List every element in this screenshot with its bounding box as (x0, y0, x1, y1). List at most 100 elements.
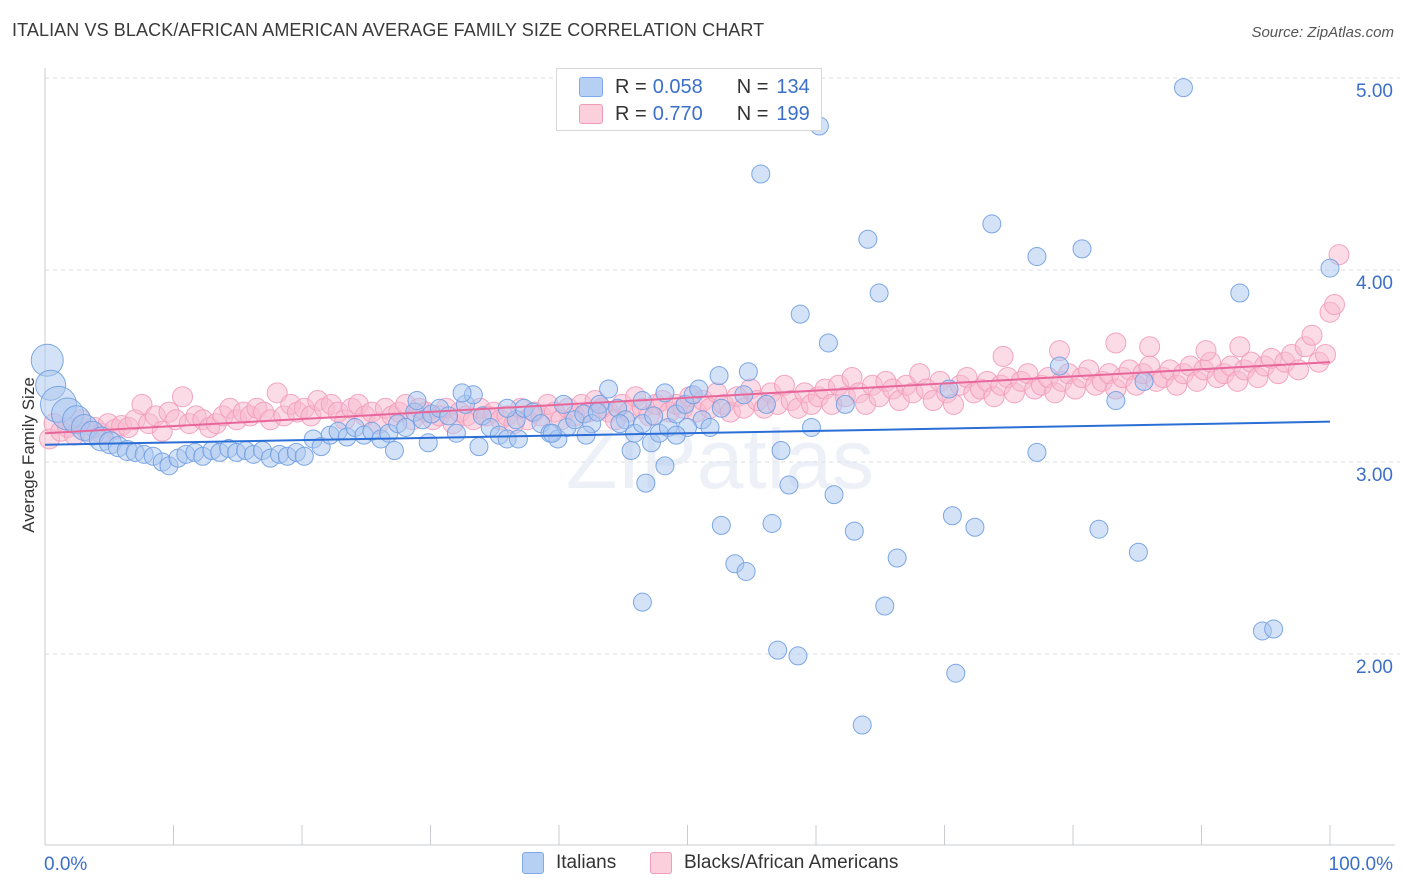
point-italians (788, 646, 808, 666)
point-italians (711, 398, 731, 418)
point-italians (711, 515, 731, 535)
point-italians (396, 417, 416, 437)
point-blacks (172, 386, 194, 408)
legend-r-label: R = (615, 102, 647, 125)
point-italians (469, 437, 489, 457)
legend-r-label: R = (615, 75, 647, 98)
point-italians (689, 379, 709, 399)
x-tick-label: 0.0% (44, 854, 87, 875)
point-italians (599, 379, 619, 399)
point-blacks (131, 393, 153, 415)
point-blacks (1229, 336, 1251, 358)
point-blacks (266, 382, 288, 404)
point-italians (852, 715, 872, 735)
point-italians (610, 414, 630, 434)
point-italians (1072, 239, 1092, 259)
trend-lines (44, 361, 1331, 446)
point-italians (446, 423, 466, 443)
y-tick-label: 2.00 (1356, 657, 1393, 678)
point-italians (1173, 78, 1193, 98)
legend-row-italians: R = 0.058 N = 134 (579, 75, 810, 99)
trend-line-italians (44, 420, 1331, 446)
point-italians (942, 506, 962, 526)
legend-swatch-blacks (579, 104, 603, 124)
bottom-legend-blacks: Blacks/African Americans (650, 852, 898, 874)
point-italians (1128, 542, 1148, 562)
x-tick-label: 100.0% (1329, 854, 1394, 875)
point-italians (738, 362, 758, 382)
point-blacks (1139, 336, 1161, 358)
point-italians (508, 429, 528, 449)
point-blacks (1301, 324, 1323, 346)
correlation-legend: R = 0.058 N = 134 R = 0.770 N = 199 (556, 68, 822, 131)
point-italians (887, 548, 907, 568)
bottom-legend-italians: Italians (522, 852, 616, 874)
point-italians (655, 383, 675, 403)
point-italians (1134, 371, 1154, 391)
point-blacks (1195, 340, 1217, 362)
point-italians (1106, 391, 1126, 411)
point-italians (779, 475, 799, 495)
point-italians (875, 596, 895, 616)
point-italians (452, 383, 472, 403)
point-italians (946, 663, 966, 683)
point-italians (939, 379, 959, 399)
point-italians (384, 440, 404, 460)
point-italians (636, 473, 656, 493)
bottom-legend-label-italians: Italians (556, 852, 617, 873)
source-label: Source: ZipAtlas.com (1251, 24, 1394, 41)
legend-n-value: 199 (776, 102, 810, 125)
point-italians (1230, 283, 1250, 303)
chart-title: ITALIAN VS BLACK/AFRICAN AMERICAN AVERAG… (12, 20, 765, 40)
point-italians (1089, 519, 1109, 539)
point-italians (644, 406, 664, 426)
point-italians (1027, 247, 1047, 267)
y-tick-label: 4.00 (1356, 273, 1393, 294)
point-italians (858, 229, 878, 249)
point-italians (801, 417, 821, 437)
point-italians (736, 561, 756, 581)
y-tick-label: 3.00 (1356, 465, 1393, 486)
tick-labels: 2.00 3.00 4.00 5.00 0.0% 100.0% (44, 81, 1393, 875)
point-italians (655, 456, 675, 476)
point-italians (756, 394, 776, 414)
point-italians (418, 433, 438, 453)
point-blacks (1314, 343, 1336, 365)
trend-line-blacks (44, 361, 1331, 435)
legend-n-label: N = (736, 102, 769, 125)
point-italians (982, 214, 1002, 234)
point-italians (751, 164, 771, 184)
point-italians (818, 333, 838, 353)
point-blacks (1324, 294, 1346, 316)
point-italians (621, 440, 641, 460)
point-blacks (992, 345, 1014, 367)
y-tick-label: 5.00 (1356, 81, 1393, 102)
point-italians (542, 423, 562, 443)
point-italians (632, 592, 652, 612)
axes (44, 68, 1395, 846)
point-italians (666, 425, 686, 445)
bottom-legend-swatch-italians (522, 852, 544, 874)
legend-row-blacks: R = 0.770 N = 199 (579, 102, 810, 126)
point-italians (762, 513, 782, 533)
point-italians (869, 283, 889, 303)
legend-swatch-italians (579, 77, 603, 97)
point-italians (709, 366, 729, 386)
point-italians (1049, 356, 1069, 376)
point-italians (407, 391, 427, 411)
point-blacks (1105, 332, 1127, 354)
legend-r-value: 0.058 (652, 75, 703, 98)
point-italians (824, 485, 844, 505)
bottom-legend-swatch-blacks (650, 852, 672, 874)
legend-n-value: 134 (776, 75, 810, 98)
legend-r-value: 0.770 (652, 102, 703, 125)
series-italians-points (30, 78, 1340, 735)
point-italians (771, 440, 791, 460)
point-italians (835, 394, 855, 414)
point-italians (965, 517, 985, 537)
point-italians (1027, 442, 1047, 462)
y-axis-label: Average Family Size (19, 377, 38, 533)
point-italians (294, 446, 314, 466)
point-italians (587, 402, 607, 422)
